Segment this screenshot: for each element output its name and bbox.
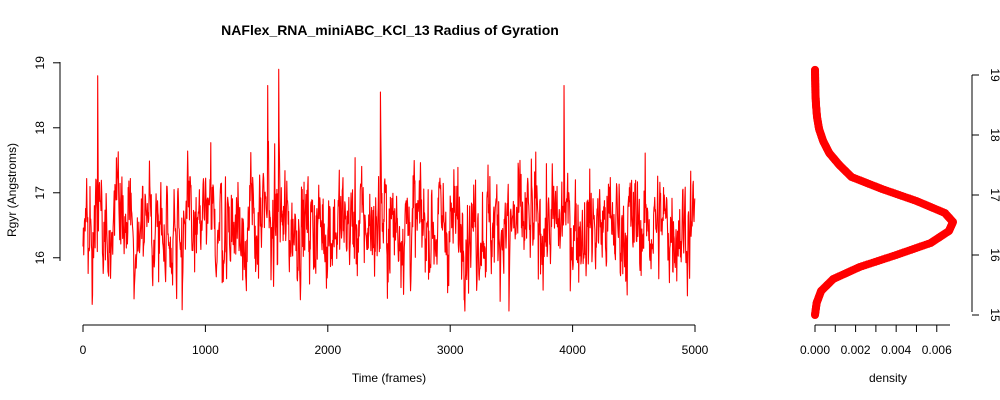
- x-tick-label: 2000: [314, 343, 341, 357]
- density-x-tick-label: 0.002: [841, 343, 871, 357]
- density-x-axis-label: density: [869, 371, 907, 385]
- y-tick-label: 16: [33, 251, 47, 265]
- y-tick-group: 16 17 18 19: [33, 56, 60, 265]
- density-point: [811, 65, 820, 74]
- density-y-tick-label: 15: [988, 308, 1000, 322]
- rgyr-series-line: [82, 68, 696, 312]
- density-x-tick-label: 0.006: [922, 343, 952, 357]
- x-tick-label: 0: [80, 343, 87, 357]
- x-tick-label: 4000: [559, 343, 586, 357]
- time-series-panel: 0 1000 2000 3000 4000 5000 16 17 18 19 Time (fra…: [5, 56, 709, 385]
- density-y-tick-label: 18: [988, 128, 1000, 142]
- y-tick-label: 17: [33, 186, 47, 200]
- density-y-tick-label: 19: [988, 68, 1000, 82]
- y-tick-label: 19: [33, 56, 47, 70]
- y-tick-label: 18: [33, 121, 47, 135]
- density-x-tick-label: 0.004: [881, 343, 911, 357]
- x-tick-group: 0 1000 2000 3000 4000 5000: [80, 325, 709, 357]
- density-series: [811, 65, 957, 319]
- density-y-tick-label: 16: [988, 248, 1000, 262]
- x-axis-label: Time (frames): [352, 371, 426, 385]
- x-tick-label: 3000: [437, 343, 464, 357]
- chart-title: NAFlex_RNA_miniABC_KCl_13 Radius of Gyra…: [221, 22, 559, 38]
- density-y-tick-label: 17: [988, 188, 1000, 202]
- density-y-tick-group: 15 16 17 18 19: [972, 68, 1000, 322]
- x-tick-label: 5000: [682, 343, 709, 357]
- density-x-tick-group: 0.000 0.002 0.004 0.006: [800, 325, 952, 357]
- x-tick-label: 1000: [192, 343, 219, 357]
- y-axis-label: Rgyr (Angstroms): [5, 143, 19, 237]
- density-panel: 0.000 0.002 0.004 0.006 15 16 17 18 19 density: [800, 65, 1000, 385]
- density-x-tick-label: 0.000: [800, 343, 830, 357]
